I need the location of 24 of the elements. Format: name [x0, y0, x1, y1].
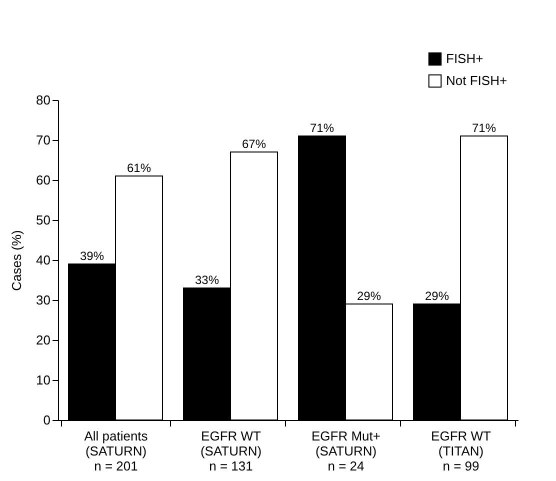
data-label: 67% [242, 137, 266, 151]
data-label: 29% [356, 289, 382, 303]
data-label: 71% [472, 121, 496, 135]
legend-label: FISH+ [446, 51, 484, 66]
y-tick-label: 80 [36, 92, 50, 108]
data-label: 39% [80, 249, 104, 263]
x-tick-label: All patients (SATURN) n = 201 [84, 428, 148, 474]
x-tick-label: EGFR WT (TITAN) n = 99 [431, 428, 492, 474]
y-tick-label: 30 [36, 292, 50, 308]
y-axis-title: Cases (%) [9, 230, 24, 291]
data-label: 61% [126, 161, 152, 175]
y-tick-label: 60 [36, 172, 50, 188]
data-label: 71% [310, 121, 334, 135]
data-label: 29% [424, 289, 450, 303]
x-tick-label: EGFR WT (SATURN) n = 131 [200, 428, 262, 474]
x-tick-label: EGFR Mut+ (SATURN) n = 24 [312, 428, 380, 474]
y-tick-label: 40 [36, 252, 50, 268]
y-tick-label: 20 [36, 332, 50, 348]
legend-label: Not FISH+ [446, 73, 508, 88]
y-tick-label: 70 [36, 132, 50, 148]
y-tick-label: 50 [36, 212, 50, 228]
data-label: 33% [194, 273, 220, 287]
y-tick-label: 10 [36, 372, 50, 388]
y-tick-label: 0 [43, 412, 50, 428]
